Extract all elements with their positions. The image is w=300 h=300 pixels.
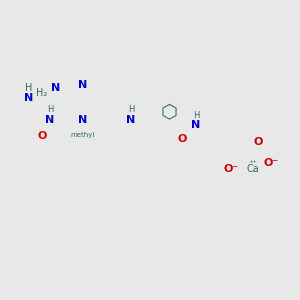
- Text: O: O: [253, 136, 263, 147]
- Text: ⁺⁺: ⁺⁺: [248, 159, 257, 168]
- Text: O: O: [37, 131, 47, 141]
- Text: O⁻: O⁻: [264, 158, 279, 168]
- Text: methyl: methyl: [70, 131, 95, 137]
- Text: H: H: [193, 111, 199, 120]
- Text: N: N: [24, 93, 33, 103]
- Text: H: H: [47, 105, 53, 114]
- Text: N: N: [78, 80, 87, 90]
- Text: N: N: [51, 82, 60, 93]
- Text: H₂: H₂: [36, 88, 48, 98]
- Text: N: N: [191, 120, 200, 130]
- Text: O: O: [178, 134, 187, 144]
- Text: H: H: [25, 82, 32, 93]
- Text: N: N: [78, 115, 87, 125]
- Text: H: H: [128, 105, 134, 114]
- Text: N: N: [127, 115, 136, 125]
- Text: Ca: Ca: [246, 164, 259, 174]
- Text: ⬡: ⬡: [160, 103, 177, 122]
- Text: N: N: [46, 115, 55, 125]
- Text: O⁻: O⁻: [224, 164, 238, 174]
